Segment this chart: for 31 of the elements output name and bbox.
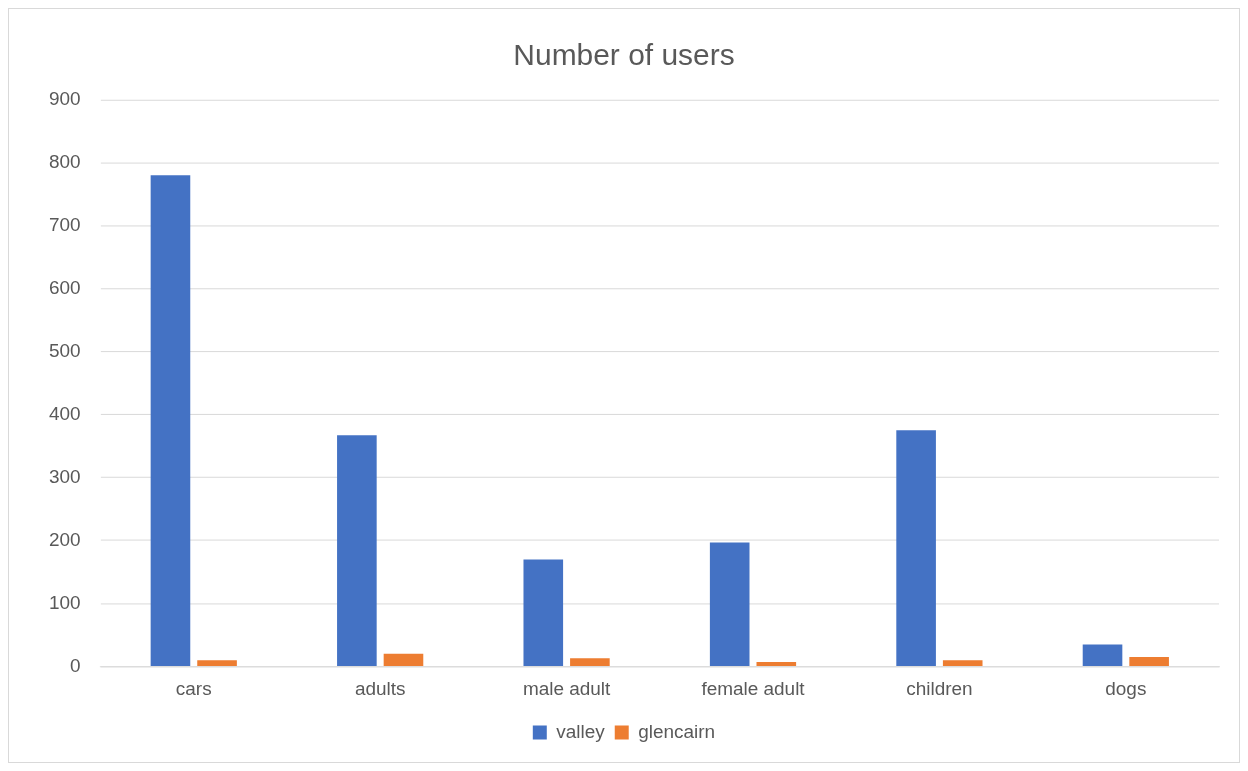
y-tick-label: 600 bbox=[48, 276, 81, 298]
y-tick-label: 800 bbox=[48, 150, 81, 172]
bar bbox=[337, 435, 377, 666]
bar bbox=[756, 662, 797, 666]
bar bbox=[896, 430, 936, 666]
y-tick-label: 100 bbox=[48, 591, 81, 613]
y-tick-label: 900 bbox=[48, 87, 81, 109]
chart-title: Number of users bbox=[513, 38, 735, 72]
bar bbox=[942, 660, 983, 666]
x-tick-label: children bbox=[906, 678, 973, 700]
x-tick-label: adults bbox=[354, 678, 406, 700]
bar bbox=[709, 542, 750, 666]
bar bbox=[570, 658, 610, 666]
legend-label: glencairn bbox=[638, 720, 716, 742]
bar bbox=[150, 175, 191, 666]
y-tick-label: 0 bbox=[70, 654, 81, 676]
y-tick-label: 500 bbox=[48, 339, 81, 361]
x-tick-label: female adult bbox=[701, 678, 806, 700]
y-tick-label: 200 bbox=[48, 528, 81, 550]
x-tick-label: cars bbox=[175, 678, 212, 700]
bar bbox=[1082, 644, 1123, 666]
y-tick-label: 400 bbox=[48, 402, 81, 424]
bar bbox=[383, 653, 424, 666]
y-tick-label: 700 bbox=[48, 213, 81, 235]
x-tick-label: male adult bbox=[522, 678, 612, 700]
x-tick-label: dogs bbox=[1105, 678, 1147, 700]
bar bbox=[1129, 657, 1169, 666]
bar bbox=[197, 660, 237, 666]
legend-label: valley bbox=[556, 720, 606, 742]
bar bbox=[523, 559, 564, 666]
y-tick-label: 300 bbox=[48, 465, 81, 487]
